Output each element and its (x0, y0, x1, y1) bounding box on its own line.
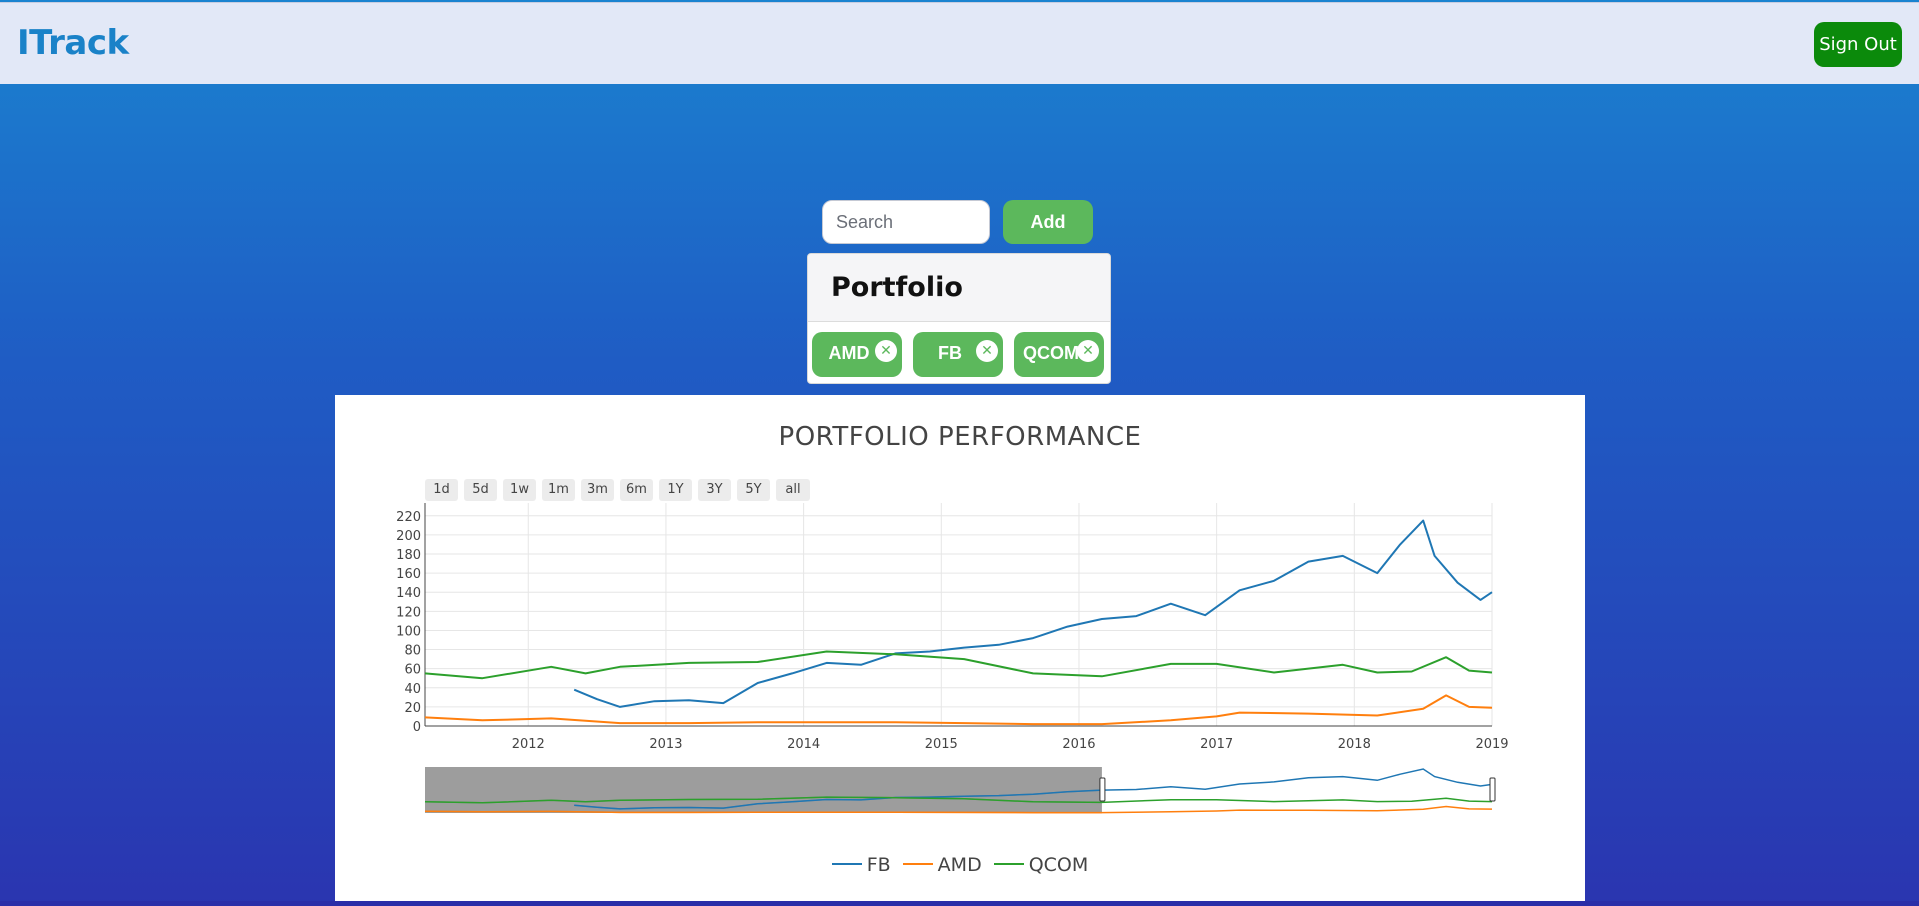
range-button-all[interactable]: all (776, 479, 810, 501)
portfolio-header: Portfolio (808, 254, 1110, 322)
legend-item-qcom[interactable]: QCOM (993, 854, 1089, 876)
y-tick-label: 200 (396, 529, 421, 544)
chart-legend: FB AMD QCOM (335, 854, 1585, 876)
x-tick-label: 2019 (1475, 737, 1508, 752)
legend-label: QCOM (1028, 854, 1089, 876)
legend-swatch (902, 862, 933, 865)
legend-swatch (831, 862, 862, 865)
range-slider-masked-line-qcom (424, 796, 1102, 804)
y-tick-label: 20 (404, 701, 421, 716)
legend-swatch (993, 862, 1024, 865)
close-circle-icon[interactable]: ✕ (976, 340, 998, 362)
y-tick-label: 100 (396, 624, 421, 639)
stock-chip-label: FB (938, 343, 962, 363)
stock-chip-fb[interactable]: FB ✕ (913, 332, 1003, 377)
legend-item-fb[interactable]: FB (831, 854, 891, 876)
x-tick-label: 2015 (925, 737, 958, 752)
series-line-amd (424, 694, 1493, 726)
portfolio-title: Portfolio (831, 272, 963, 303)
performance-chart[interactable]: 0 20 40 60 80 100 120 140 160 180 200 220 2012 2013 20… (335, 395, 1585, 901)
range-button-3m[interactable]: 3m (581, 479, 614, 501)
stock-chip-label: AMD (828, 343, 870, 363)
y-tick-label: 220 (396, 510, 421, 525)
range-slider-masked-line-fb (574, 789, 1102, 810)
stock-chip-qcom[interactable]: QCOM ✕ (1014, 332, 1104, 377)
portfolio-panel: Portfolio AMD ✕ FB ✕ QCOM ✕ (807, 253, 1111, 384)
navbar: ITrack Sign Out (0, 2, 1919, 84)
add-button[interactable]: Add (1003, 200, 1093, 244)
range-slider-handle-left[interactable] (1099, 777, 1106, 802)
x-tick-label: 2016 (1062, 737, 1095, 752)
stock-chip-amd[interactable]: AMD ✕ (812, 332, 902, 377)
series-line-fb (573, 519, 1493, 708)
sign-out-button[interactable]: Sign Out (1814, 22, 1902, 67)
x-tick-label: 2018 (1338, 737, 1371, 752)
y-tick-label: 160 (396, 567, 421, 582)
range-button-5d[interactable]: 5d (464, 479, 497, 501)
y-tick-label: 180 (396, 548, 421, 563)
range-button-3y[interactable]: 3Y (698, 479, 731, 501)
stock-chip-label: QCOM (1023, 343, 1079, 363)
x-tick-label: 2017 (1200, 737, 1233, 752)
range-slider-masked-line-amd (424, 810, 1102, 814)
range-button-1y[interactable]: 1Y (659, 479, 692, 501)
y-tick-label: 0 (413, 720, 421, 735)
range-slider-mask (425, 767, 1102, 813)
legend-label: FB (866, 854, 891, 876)
range-button-1d[interactable]: 1d (425, 479, 458, 501)
range-button-1m[interactable]: 1m (542, 479, 575, 501)
close-circle-icon[interactable]: ✕ (875, 340, 897, 362)
range-button-5y[interactable]: 5Y (737, 479, 770, 501)
legend-item-amd[interactable]: AMD (902, 854, 982, 876)
x-tick-label: 2013 (649, 737, 682, 752)
x-tick-label: 2012 (512, 737, 545, 752)
chart-card: PORTFOLIO PERFORMANCE 0 20 40 60 80 100 120 140… (335, 395, 1585, 901)
range-button-6m[interactable]: 6m (620, 479, 653, 501)
series-line-qcom (424, 650, 1493, 680)
y-tick-label: 60 (404, 663, 421, 678)
range-button-1w[interactable]: 1w (503, 479, 536, 501)
chart-title: PORTFOLIO PERFORMANCE (778, 422, 1142, 452)
y-tick-label: 40 (404, 682, 421, 697)
range-slider-handle-right[interactable] (1489, 777, 1496, 802)
page-bottom-edge (0, 901, 1919, 906)
close-circle-icon[interactable]: ✕ (1077, 340, 1099, 362)
search-input[interactable] (822, 200, 990, 244)
x-tick-label: 2014 (787, 737, 820, 752)
y-tick-label: 120 (396, 605, 421, 620)
legend-label: AMD (937, 854, 982, 876)
brand-logo[interactable]: ITrack (17, 23, 129, 63)
y-tick-label: 140 (396, 586, 421, 601)
y-tick-label: 80 (404, 644, 421, 659)
